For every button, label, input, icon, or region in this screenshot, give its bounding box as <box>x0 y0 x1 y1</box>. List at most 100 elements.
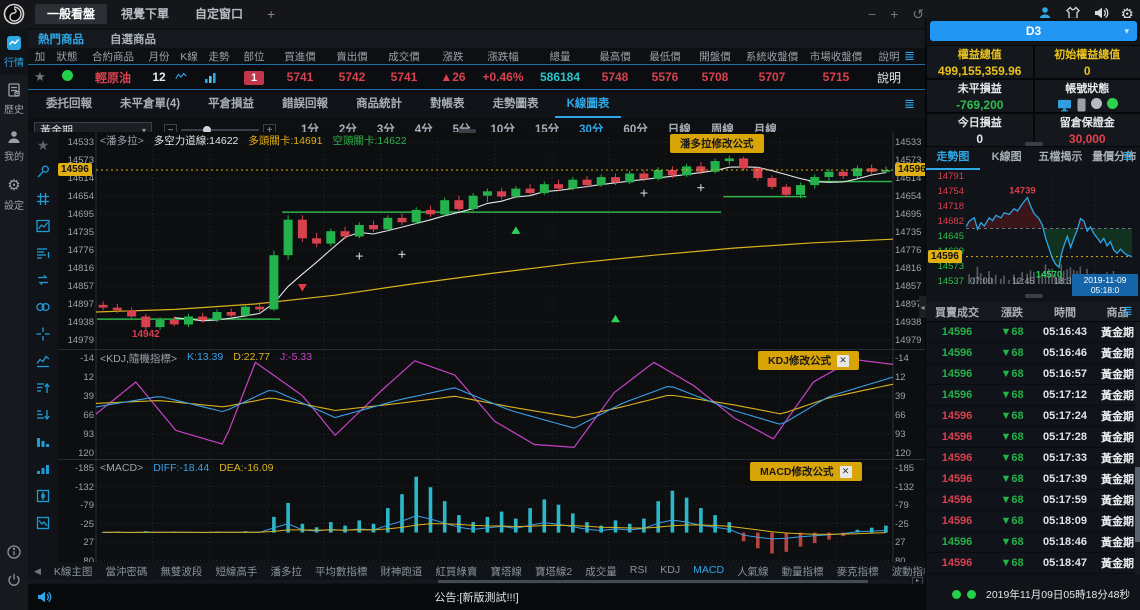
report-tab-未平倉單(4)[interactable]: 未平倉單(4) <box>108 91 192 118</box>
report-tab-錯誤回報[interactable]: 錯誤回報 <box>270 91 340 118</box>
quote-col-header[interactable]: 賣出價 <box>326 49 378 64</box>
sidebar-item-行情[interactable]: 行情 <box>0 28 28 75</box>
trend-mini-icon[interactable] <box>174 70 204 84</box>
quote-col-header[interactable]: 漲跌幅 <box>476 49 530 64</box>
add-icon[interactable]: + <box>890 6 898 22</box>
account-selector-button[interactable]: D3 ▾ <box>930 21 1137 41</box>
quote-col-header[interactable]: 開盤價 <box>690 49 740 64</box>
indicator-item-短線高手[interactable]: 短線高手 <box>215 564 257 579</box>
collapse-panel-button[interactable]: ◂ <box>919 296 926 318</box>
quote-col-header[interactable]: 走勢 <box>204 49 234 64</box>
trade-table-menu-icon[interactable]: ≣ <box>1122 303 1133 319</box>
tool-trend-lines-icon[interactable] <box>34 352 52 370</box>
power-icon[interactable] <box>6 572 22 588</box>
indicator-item-當沖密碼[interactable]: 當沖密碼 <box>105 564 147 579</box>
close-macd-button[interactable]: ✕ <box>840 466 852 478</box>
tool-pin-icon[interactable] <box>34 163 52 181</box>
tool-bars-asc-icon[interactable] <box>34 460 52 478</box>
announcement-speaker-icon[interactable] <box>36 589 52 605</box>
indicator-item-成交量[interactable]: 成交量 <box>585 564 617 579</box>
trade-table-scrollbar-handle[interactable] <box>1135 467 1140 542</box>
indicator-item-KDJ[interactable]: KDJ <box>660 564 680 579</box>
splitter-grip[interactable] <box>1025 294 1043 298</box>
pandora-formula-badge[interactable]: 潘多拉修改公式 <box>670 134 764 153</box>
report-panel-menu-icon[interactable]: ≣ <box>904 96 915 112</box>
indicator-item-平均數指標[interactable]: 平均數指標 <box>315 564 368 579</box>
tool-exchange-icon[interactable] <box>34 271 52 289</box>
indicator-scrollbar-handle[interactable] <box>438 580 868 583</box>
quote-tab-自選商品[interactable]: 自選商品 <box>110 31 156 47</box>
trade-row[interactable]: 14596 ▼68 05:17:24 黃金期 <box>926 406 1140 427</box>
indicator-scroll-end-button[interactable]: ▸ <box>912 577 923 584</box>
quote-col-header[interactable]: 最低價 <box>640 49 690 64</box>
quote-row[interactable]: ★輕原油121574157425741▲26+0.46%586184574855… <box>28 64 925 90</box>
trade-row[interactable]: 14596 ▼68 05:17:28 黃金期 <box>926 427 1140 448</box>
indicator-item-RSI[interactable]: RSI <box>630 564 648 579</box>
report-tab-平倉損益[interactable]: 平倉損益 <box>196 91 266 118</box>
report-tab-對帳表[interactable]: 對帳表 <box>418 91 477 118</box>
menu-item-2[interactable]: 自定窗口 <box>183 4 255 24</box>
trade-row[interactable]: 14596 ▼68 05:16:43 黃金期 <box>926 322 1140 343</box>
tool-candle-box-icon[interactable] <box>34 487 52 505</box>
trade-col-header[interactable]: 漲跌 <box>988 304 1036 320</box>
right-panel-menu-icon[interactable]: ≣ <box>1122 148 1133 164</box>
quote-col-header[interactable]: 最高價 <box>590 49 640 64</box>
right-tab-走勢图[interactable]: 走勢图 <box>926 148 980 170</box>
quote-col-header[interactable]: K線 <box>174 49 204 64</box>
trade-row[interactable]: 14596 ▼68 05:17:12 黃金期 <box>926 385 1140 406</box>
sidebar-item-設定[interactable]: ⚙ 設定 <box>0 169 28 218</box>
trade-table-scrollbar[interactable] <box>1135 322 1140 575</box>
position-badge[interactable]: 1 <box>244 71 264 85</box>
menu-item-0[interactable]: 一般看盤 <box>35 4 107 24</box>
quote-col-header[interactable]: 狀態 <box>52 49 82 64</box>
splitter-grip[interactable] <box>458 129 476 133</box>
minimize-icon[interactable]: − <box>868 6 876 22</box>
indicator-scrollbar[interactable] <box>28 580 908 583</box>
quote-col-header[interactable]: 系統收盤價 <box>740 49 804 64</box>
kdj-formula-badge[interactable]: KDJ修改公式 ✕ <box>758 351 859 370</box>
quote-col-header[interactable]: 月份 <box>144 49 174 64</box>
quote-col-header[interactable]: 總量 <box>530 49 590 64</box>
trade-col-header[interactable]: 商品 <box>1094 304 1140 320</box>
close-kdj-button[interactable]: ✕ <box>837 355 849 367</box>
indicator-item-無雙波段[interactable]: 無雙波段 <box>160 564 202 579</box>
tool-list-chart-icon[interactable] <box>34 244 52 262</box>
trade-row[interactable]: 14596 ▼68 05:17:39 黃金期 <box>926 469 1140 490</box>
report-tab-走勢圖表[interactable]: 走勢圖表 <box>481 91 551 118</box>
report-tab-委托回報[interactable]: 委托回報 <box>34 91 104 118</box>
vol-mini-icon[interactable] <box>204 71 234 84</box>
trade-row[interactable]: 14596 ▼68 05:18:09 黃金期 <box>926 511 1140 532</box>
quote-col-header[interactable]: 買進價 <box>274 49 326 64</box>
quote-col-header[interactable]: 說明 <box>868 49 910 64</box>
tool-coins-icon[interactable] <box>34 298 52 316</box>
right-tab-五檔揭示[interactable]: 五檔揭示 <box>1034 148 1088 170</box>
quote-col-header[interactable]: 成交價 <box>378 49 430 64</box>
trade-row[interactable]: 14596 ▼68 05:16:57 黃金期 <box>926 364 1140 385</box>
right-tab-K線图[interactable]: K線图 <box>980 148 1034 170</box>
tool-sort-desc-icon[interactable] <box>34 406 52 424</box>
quote-col-header[interactable]: 加 <box>28 49 52 64</box>
indicator-item-財神跑道[interactable]: 財神跑道 <box>380 564 422 579</box>
quote-col-header[interactable]: 漲跌 <box>430 49 476 64</box>
trade-row[interactable]: 14596 ▼68 05:17:59 黃金期 <box>926 490 1140 511</box>
indicator-item-人氣線[interactable]: 人氣線 <box>737 564 769 579</box>
tool-trend-box-icon[interactable] <box>34 514 52 532</box>
indicator-item-MACD[interactable]: MACD <box>693 564 724 579</box>
splitter-grip[interactable] <box>1025 142 1043 146</box>
indicator-item-K線主图[interactable]: K線主图 <box>54 564 93 579</box>
trade-row[interactable]: 14596 ▼68 05:18:47 黃金期 <box>926 553 1140 574</box>
indicator-item-寶塔線2[interactable]: 寶塔線2 <box>535 564 572 579</box>
note-link[interactable]: 說明 <box>877 71 901 85</box>
info-icon[interactable] <box>6 544 22 560</box>
tool-area-chart-icon[interactable] <box>34 217 52 235</box>
indicator-item-寶塔線[interactable]: 寶塔線 <box>490 564 522 579</box>
macd-formula-badge[interactable]: MACD修改公式 ✕ <box>750 462 862 481</box>
quote-col-header[interactable]: 市場收盤價 <box>804 49 868 64</box>
menu-item-1[interactable]: 視覺下單 <box>109 4 181 24</box>
report-tab-商品統計[interactable]: 商品統計 <box>344 91 414 118</box>
sidebar-item-我的[interactable]: 我的 <box>0 122 28 169</box>
indicator-item-潘多拉[interactable]: 潘多拉 <box>270 564 302 579</box>
trade-row[interactable]: 14596 ▼68 05:17:33 黃金期 <box>926 448 1140 469</box>
quote-col-header[interactable]: 合約商品 <box>82 49 144 64</box>
trade-col-header[interactable]: 買賣成交 <box>926 304 988 320</box>
